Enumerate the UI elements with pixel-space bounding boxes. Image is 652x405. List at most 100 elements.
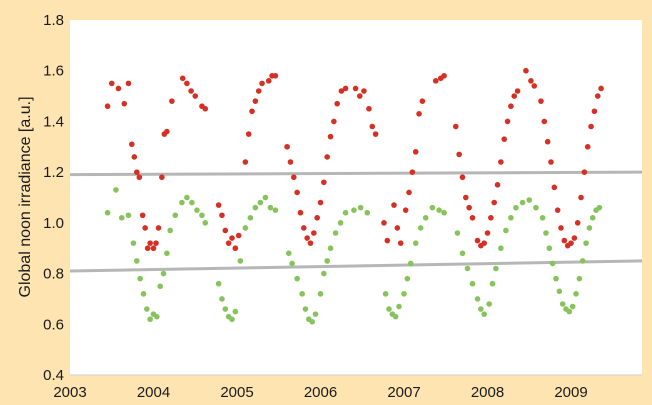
- data-point: [179, 199, 185, 206]
- data-point: [493, 265, 499, 272]
- data-point: [287, 159, 294, 165]
- data-point: [232, 308, 239, 315]
- x-tick-label: 2004: [137, 384, 170, 401]
- data-point: [121, 100, 128, 107]
- data-point: [229, 235, 235, 241]
- data-point: [219, 212, 225, 219]
- x-tick-label: 2003: [53, 384, 86, 401]
- reference-line-2: [69, 259, 643, 273]
- data-point: [125, 212, 132, 219]
- data-point: [317, 291, 324, 297]
- data-point: [294, 275, 300, 282]
- data-point: [144, 306, 150, 312]
- data-point: [578, 194, 584, 201]
- data-point: [304, 235, 310, 241]
- data-point: [466, 204, 472, 211]
- data-point: [164, 128, 170, 135]
- data-point: [222, 306, 229, 312]
- data-point: [556, 288, 563, 295]
- data-point: [364, 209, 371, 216]
- data-point: [167, 227, 174, 234]
- data-point: [392, 313, 399, 320]
- data-point: [488, 214, 494, 221]
- data-point: [463, 194, 469, 201]
- data-point: [332, 230, 339, 236]
- data-point: [284, 143, 290, 150]
- data-point: [396, 303, 402, 310]
- data-point: [128, 141, 135, 148]
- data-point: [324, 258, 330, 264]
- data-point: [372, 131, 379, 137]
- reference-lines: [69, 170, 643, 273]
- data-point: [272, 207, 279, 213]
- data-point: [481, 240, 487, 246]
- data-point: [324, 154, 330, 160]
- data-point: [576, 275, 583, 282]
- data-point: [591, 108, 598, 115]
- data-point: [155, 225, 162, 231]
- data-point: [222, 227, 229, 234]
- data-point: [543, 230, 549, 236]
- data-point: [262, 194, 269, 201]
- data-point: [321, 179, 327, 186]
- data-point: [579, 258, 586, 264]
- data-point: [160, 270, 167, 277]
- data-point: [382, 291, 389, 297]
- data-point: [586, 225, 593, 231]
- data-point: [409, 169, 416, 175]
- data-point: [272, 72, 279, 79]
- data-point: [247, 214, 254, 221]
- data-point: [225, 240, 232, 246]
- data-point: [568, 240, 574, 246]
- data-point: [561, 237, 568, 244]
- data-point: [137, 275, 143, 282]
- x-tick-label: 2005: [220, 384, 253, 401]
- data-point: [184, 194, 190, 201]
- data-point: [172, 212, 179, 219]
- x-tick-label: 2008: [471, 384, 504, 401]
- data-point: [257, 199, 264, 206]
- data-point: [309, 318, 315, 325]
- data-point: [290, 174, 297, 181]
- data-point: [528, 78, 534, 84]
- data-point: [422, 214, 429, 221]
- data-point: [357, 204, 364, 211]
- data-point: [302, 306, 309, 312]
- data-point: [337, 220, 344, 226]
- data-point: [508, 214, 514, 221]
- plot-area: [70, 20, 642, 375]
- data-point: [369, 123, 376, 130]
- data-point: [523, 67, 529, 74]
- data-point: [596, 204, 603, 211]
- data-point: [314, 214, 320, 221]
- data-point: [419, 98, 426, 104]
- data-series: [104, 67, 604, 325]
- x-axis-ticks: 2003 2004 2005 2006 2007 2008 2009: [53, 384, 587, 401]
- data-point: [297, 209, 304, 216]
- data-point: [402, 207, 409, 213]
- data-point: [474, 296, 481, 302]
- data-point: [299, 291, 305, 297]
- data-point: [546, 245, 553, 252]
- data-point: [219, 296, 225, 302]
- data-point: [351, 207, 357, 213]
- data-point: [454, 230, 461, 236]
- data-point: [169, 98, 175, 104]
- y-axis-ticks: 0.4 0.6 0.8 1.0 1.2 1.4 1.6 1.8: [43, 12, 64, 384]
- data-point: [514, 88, 521, 94]
- data-point: [164, 250, 170, 257]
- data-point: [478, 306, 484, 312]
- y-tick-label: 0.4: [43, 367, 64, 384]
- data-point: [406, 189, 412, 196]
- data-point: [144, 245, 151, 252]
- data-point: [538, 98, 544, 104]
- data-point: [142, 225, 148, 231]
- x-tick-label: 2007: [387, 384, 420, 401]
- data-point: [583, 240, 589, 246]
- data-point: [429, 204, 436, 211]
- data-point: [229, 316, 235, 323]
- data-point: [441, 72, 447, 79]
- data-point: [553, 275, 559, 282]
- data-point: [130, 240, 137, 246]
- data-point: [189, 199, 195, 206]
